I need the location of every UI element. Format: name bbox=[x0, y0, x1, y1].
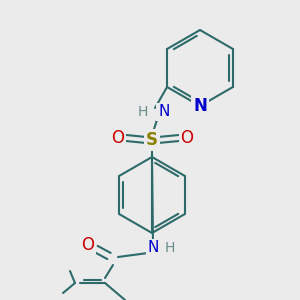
Text: N: N bbox=[193, 97, 207, 115]
Text: S: S bbox=[146, 131, 158, 149]
Text: N: N bbox=[147, 241, 159, 256]
Text: O: O bbox=[181, 129, 194, 147]
Text: O: O bbox=[82, 236, 94, 254]
Text: H: H bbox=[138, 105, 148, 119]
Text: N: N bbox=[158, 104, 169, 119]
Text: H: H bbox=[165, 241, 175, 255]
Text: O: O bbox=[112, 129, 124, 147]
